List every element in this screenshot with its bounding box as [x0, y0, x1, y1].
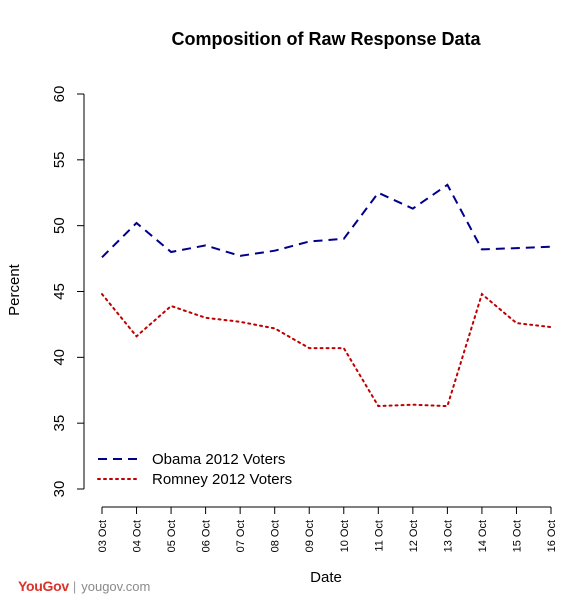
footer-site: yougov.com — [81, 578, 151, 594]
x-tick-label: 05 Oct — [166, 520, 178, 552]
y-tick-label: 45 — [51, 283, 68, 300]
x-tick-label: 15 Oct — [511, 520, 523, 552]
series-line-0 — [101, 183, 552, 259]
x-tick-label: 03 Oct — [97, 520, 109, 552]
y-tick-label: 50 — [51, 217, 68, 234]
y-axis: 30 35 40 45 50 55 60 — [51, 86, 85, 498]
x-tick-label: 12 Oct — [408, 520, 420, 552]
y-tick-label: 55 — [51, 151, 68, 168]
legend: Obama 2012 Voters Romney 2012 Voters — [97, 451, 292, 488]
x-tick-label: 14 Oct — [477, 520, 489, 552]
y-tick-label: 30 — [51, 481, 68, 498]
footer-separator: | — [72, 578, 77, 594]
x-tick-label: 13 Oct — [442, 520, 454, 552]
x-tick-label: 04 Oct — [132, 520, 144, 552]
y-axis-label: Percent — [6, 263, 23, 316]
footer: YouGov | yougov.com — [18, 578, 150, 594]
x-tick-label: 06 Oct — [201, 520, 213, 552]
y-tick-label: 40 — [51, 349, 68, 366]
x-tick-label: 09 Oct — [304, 520, 316, 552]
x-axis: 03 Oct 04 Oct 05 Oct 06 Oct 07 Oct 08 Oct 09 O… — [97, 506, 558, 552]
x-tick-label: 10 Oct — [339, 520, 351, 552]
x-axis-label: Date — [310, 569, 342, 586]
chart-title: Composition of Raw Response Data — [171, 29, 481, 49]
yougov-logo: YouGov — [18, 578, 69, 594]
x-tick-label: 11 Oct — [373, 520, 385, 552]
x-tick-label: 07 Oct — [235, 520, 247, 552]
x-tick-label: 16 Oct — [546, 520, 558, 552]
y-tick-label: 60 — [51, 86, 68, 103]
series-line-1 — [101, 292, 552, 408]
legend-label-1: Romney 2012 Voters — [152, 471, 292, 488]
legend-label-0: Obama 2012 Voters — [152, 451, 285, 468]
x-tick-label: 08 Oct — [270, 520, 282, 552]
y-tick-label: 35 — [51, 415, 68, 432]
series-group — [101, 183, 552, 408]
